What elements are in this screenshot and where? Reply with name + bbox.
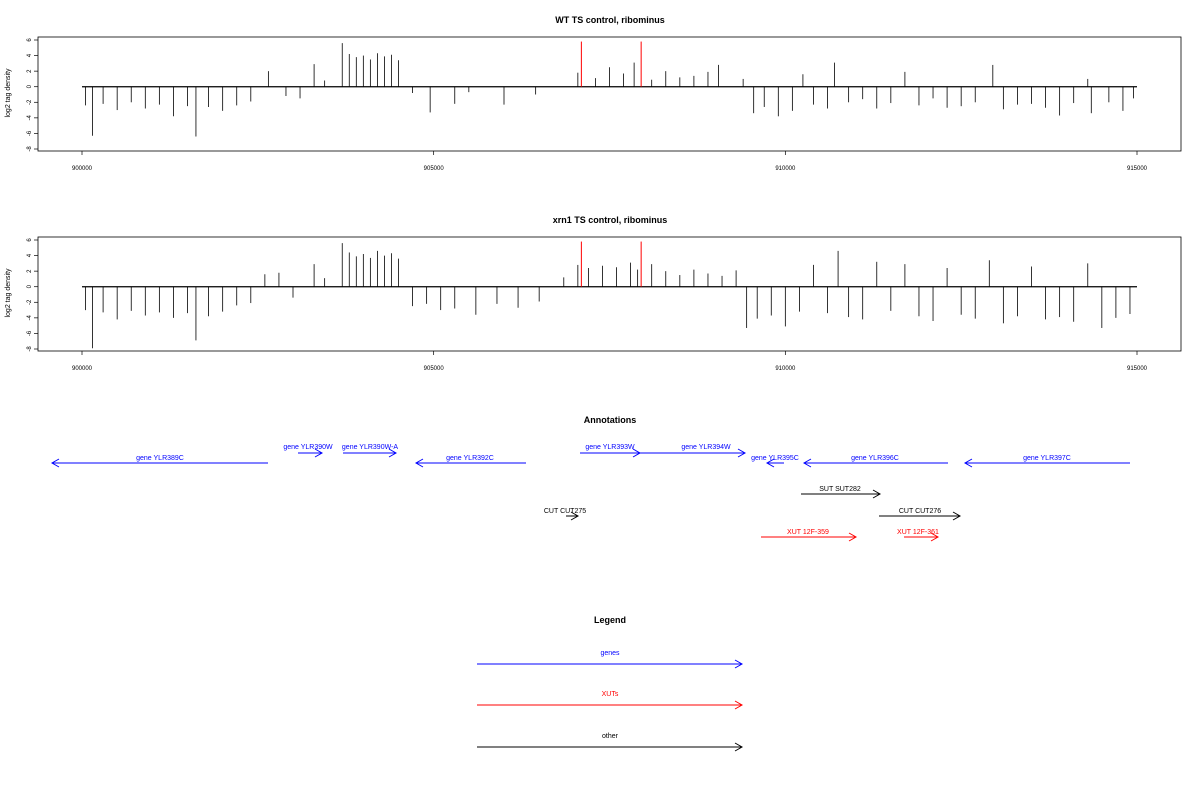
wt-coverage-panel: WT TS control, ribominus log2 tag densit… — [5, 15, 1182, 172]
feature-arrow-head — [872, 489, 882, 499]
plot-frame — [37, 236, 1182, 352]
gene-arrow-head — [50, 458, 60, 468]
legend-arrow-head — [734, 700, 744, 710]
panel-title: WT TS control, ribominus — [555, 15, 665, 25]
y-tick-label: 0 — [27, 84, 33, 88]
annotation-track: Annotations gene YLR389C gene YLR390W gene… — [50, 415, 1130, 542]
x-tick-label: 910000 — [775, 166, 796, 172]
feature-arrow-head — [802, 458, 812, 468]
feature-arrow-head — [848, 532, 858, 542]
y-tick-label: -2 — [27, 99, 33, 105]
feature-arrow-head — [930, 532, 940, 542]
y-tick-label: 2 — [27, 69, 33, 73]
y-tick-label: 4 — [27, 53, 33, 57]
y-tick-label: 4 — [27, 253, 33, 257]
feature-label: gene YLR389C — [136, 455, 184, 462]
annotation-title: Annotations — [584, 415, 637, 425]
legend-title: Legend — [594, 615, 626, 625]
gene-arrow-head — [414, 458, 424, 468]
y-tick-label: 2 — [27, 269, 33, 273]
y-tick-label: -2 — [27, 299, 33, 305]
feature-label: XUT 12F-361 — [897, 529, 939, 536]
feature-label: gene YLR394W — [681, 444, 731, 451]
feature-label: gene YLR397C — [1023, 455, 1071, 462]
x-tick-label: 900000 — [72, 166, 93, 172]
feature-arrow-head — [952, 511, 962, 521]
x-tick-label: 910000 — [775, 366, 796, 372]
y-axis-label: log2 tag density — [5, 268, 12, 318]
legend: Legend genes XUTs other — [477, 615, 744, 752]
panel-title: xrn1 TS control, ribominus — [553, 215, 668, 225]
legend-label: other — [602, 733, 619, 740]
x-tick-label: 905000 — [424, 366, 445, 372]
gene-arrow-head — [737, 448, 747, 458]
feature-label: gene YLR392C — [446, 455, 494, 462]
y-tick-label: 6 — [27, 38, 33, 42]
y-tick-label: -6 — [27, 330, 33, 336]
gene-arrow-head — [314, 448, 324, 458]
legend-label: genes — [600, 650, 620, 657]
feature-label: CUT CUT275 — [544, 508, 586, 515]
legend-label: XUTs — [602, 691, 619, 698]
feature-label: gene YLR390W-A — [342, 444, 398, 451]
legend-arrow-head — [734, 659, 744, 669]
feature-label: XUT 12F-359 — [787, 529, 829, 536]
y-tick-label: -8 — [27, 146, 33, 152]
feature-label: SUT SUT282 — [819, 486, 861, 493]
gene-arrow-head — [765, 458, 775, 468]
plot-frame — [37, 36, 1182, 152]
x-tick-label: 905000 — [424, 166, 445, 172]
y-tick-label: -4 — [27, 115, 33, 121]
feature-label: gene YLR396C — [851, 455, 899, 462]
feature-label: CUT CUT276 — [899, 508, 941, 515]
y-tick-label: -4 — [27, 315, 33, 321]
x-tick-label: 915000 — [1127, 166, 1148, 172]
legend-arrow-head — [734, 742, 744, 752]
x-tick-label: 900000 — [72, 366, 93, 372]
y-tick-label: -8 — [27, 346, 33, 352]
feature-arrow-head — [963, 458, 973, 468]
feature-label: gene YLR395C — [751, 455, 799, 462]
feature-label: gene YLR390W — [283, 444, 333, 451]
y-axis-label: log2 tag density — [5, 68, 12, 118]
feature-arrow-head — [570, 511, 580, 521]
y-tick-label: -6 — [27, 130, 33, 136]
y-tick-label: 0 — [27, 284, 33, 288]
x-tick-label: 915000 — [1127, 366, 1148, 372]
gene-arrow-head — [388, 448, 398, 458]
y-tick-label: 6 — [27, 238, 33, 242]
feature-label: gene YLR393W — [585, 444, 635, 451]
xrn1-coverage-panel: xrn1 TS control, ribominus log2 tag dens… — [5, 215, 1182, 372]
